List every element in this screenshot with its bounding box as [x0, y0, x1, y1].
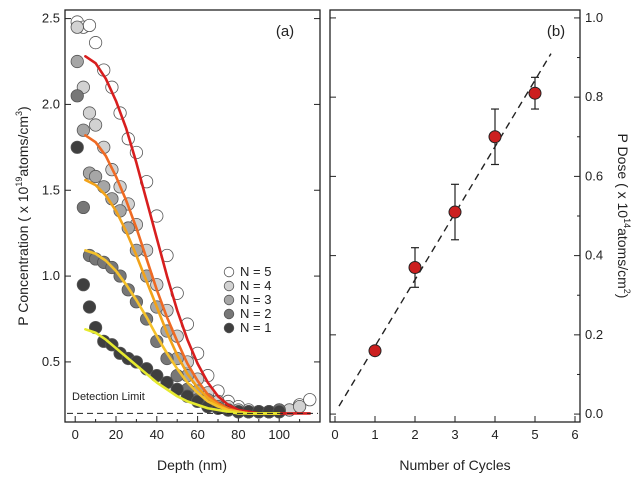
concentration-point: [82, 18, 97, 33]
detection-limit-label: Detection Limit: [72, 391, 145, 403]
panel-b-ylabel-close: ): [615, 294, 631, 299]
legend-label: N = 2: [240, 306, 271, 321]
panel-a-ytick-label: 0.5: [42, 354, 60, 369]
concentration-point: [70, 20, 84, 34]
panel-b-ylabel-unit: atoms/cm: [615, 228, 631, 289]
panel-a-xtick-label: 60: [190, 427, 204, 442]
dose-point: [488, 130, 502, 144]
legend-marker: [223, 266, 235, 278]
concentration-point: [76, 200, 90, 215]
panel-b-ylabel-exp: 14: [622, 218, 632, 228]
concentration-point: [70, 54, 84, 69]
panel-a-ytick-label: 1.5: [42, 182, 60, 197]
panel-a-label: (a): [276, 23, 294, 40]
concentration-point: [292, 399, 307, 414]
panel-b-ytick-label: 0.2: [585, 327, 603, 342]
panel-b-ytick-label: 0.6: [585, 168, 603, 183]
panel-b-xtick-label: 0: [331, 427, 338, 442]
panel-b-ytick-label: 0.4: [585, 248, 603, 263]
legend-label: N = 1: [240, 320, 271, 335]
legend-label: N = 3: [240, 292, 271, 307]
legend-marker: [223, 322, 235, 334]
concentration-point: [82, 300, 97, 314]
panel-a-ytick-label: 1.0: [42, 268, 60, 283]
concentration-point: [272, 405, 286, 419]
panel-b-ytick-label: 0.8: [585, 89, 603, 104]
panel-a-ytick-label: 2.0: [42, 96, 60, 111]
concentration-point: [129, 355, 143, 369]
concentration-point: [89, 36, 103, 50]
dose-point: [408, 261, 422, 274]
panel-b-xtick-label: 4: [491, 427, 498, 442]
legend-label: N = 5: [240, 264, 271, 279]
panel-b-ylabel-unit-exp: 2: [622, 289, 632, 294]
legend-marker: [223, 294, 235, 306]
panel-b-ytick-label: 1.0: [585, 10, 603, 25]
panel-a-xtick-label: 0: [72, 427, 79, 442]
panel-a-ylabel-text: P Concentration ( x 10: [15, 186, 31, 325]
concentration-point: [303, 393, 317, 407]
panel-b-xtick-label: 2: [411, 427, 418, 442]
concentration-point: [76, 123, 90, 137]
concentration-point: [89, 169, 103, 184]
panel-b-ytick-label: 0.0: [585, 406, 603, 421]
concentration-point: [76, 278, 90, 292]
dose-point: [448, 205, 462, 219]
panel-b-xtick-label: 3: [451, 427, 458, 442]
panel-b-ylabel: P Dose ( x 1014atoms/cm2): [615, 134, 632, 299]
legend-label: N = 4: [240, 278, 271, 293]
panel-a: 0 20 40 60 80 100 0.5 1.0 1.5 2.0 2.5 Detection Li…: [14, 9, 321, 473]
panel-a-xtick-label: 40: [150, 427, 164, 442]
panel-a-ylabel-exp: 19: [14, 177, 24, 187]
panel-a-xtick-label: 80: [231, 427, 245, 442]
panel-b-xtick-label: 6: [571, 427, 578, 442]
dose-fit-line: [338, 53, 552, 407]
panel-b-ylabel-text: P Dose ( x 10: [615, 134, 631, 219]
panel-b-xtick-label: 1: [371, 427, 378, 442]
panel-b-label: (b): [547, 23, 565, 40]
panel-b-xlabel: Number of Cycles: [399, 457, 510, 473]
panel-a-xlabel: Depth (nm): [157, 457, 227, 473]
panel-a-ylabel: P Concentration ( x 1019atoms/cm3): [14, 106, 31, 325]
concentration-fit-curve: [84, 327, 281, 415]
panel-a-xtick-label: 20: [109, 427, 123, 442]
concentration-point: [89, 118, 103, 132]
legend-marker: [223, 308, 235, 320]
concentration-point: [70, 89, 84, 103]
dose-point: [368, 344, 382, 358]
panel-a-ylabel-close: ): [15, 106, 31, 111]
panel-b-xtick-label: 5: [531, 427, 538, 442]
concentration-point: [82, 106, 97, 120]
concentration-point: [97, 180, 111, 194]
panel-a-legend: N = 5N = 4N = 3N = 2N = 1: [223, 264, 271, 335]
panel-a-ylabel-unit: atoms/cm: [15, 116, 31, 177]
concentration-point: [70, 140, 84, 154]
panel-b: 0 1 2 3 4 5 6 0.0 0.2 0.4 0.6 0.8 1.0 (b) Number of …: [329, 9, 632, 473]
panel-a-xtick-label: 100: [268, 427, 290, 442]
panel-a-ylabel-unit-exp: 3: [14, 111, 24, 116]
panel-a-frame: [64, 9, 321, 423]
dose-point: [528, 86, 542, 100]
legend-marker: [223, 280, 235, 292]
panel-a-ytick-label: 2.5: [42, 11, 60, 26]
